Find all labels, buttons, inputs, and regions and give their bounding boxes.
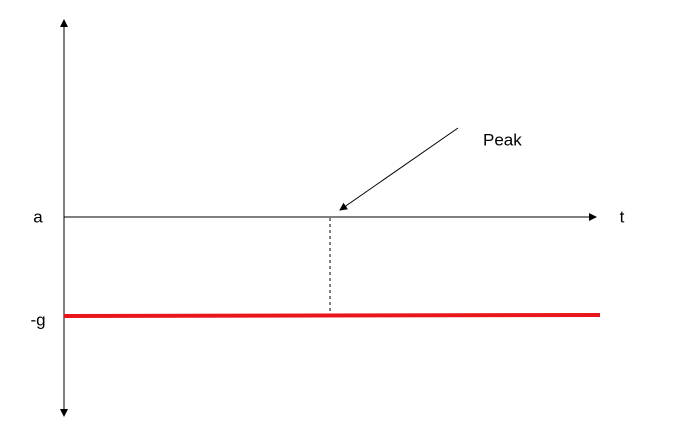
level-label: -g xyxy=(30,310,45,329)
x-axis-label: t xyxy=(620,207,625,226)
y-axis-label: a xyxy=(33,207,43,226)
acceleration-line xyxy=(63,313,601,318)
annotation-arrow xyxy=(339,127,459,211)
annotation-label: Peak xyxy=(483,130,522,149)
